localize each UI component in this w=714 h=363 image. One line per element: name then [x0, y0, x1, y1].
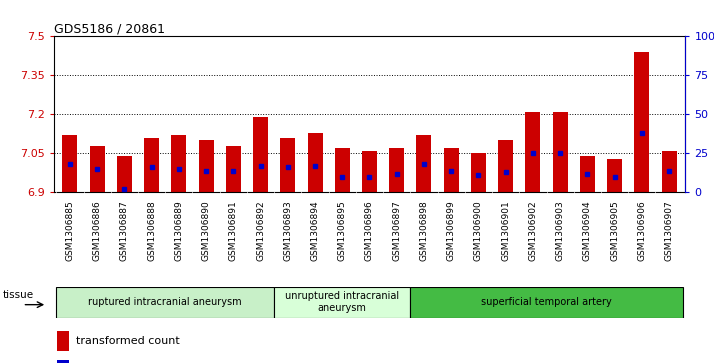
Text: GSM1306891: GSM1306891	[228, 200, 238, 261]
Text: GSM1306889: GSM1306889	[174, 200, 183, 261]
Bar	[553, 112, 568, 192]
Bar	[281, 138, 296, 192]
Bar	[308, 132, 323, 192]
Text: GDS5186 / 20861: GDS5186 / 20861	[54, 22, 164, 35]
Text: GSM1306885: GSM1306885	[66, 200, 74, 261]
Bar	[443, 148, 458, 192]
Text: GSM1306899: GSM1306899	[447, 200, 456, 261]
Bar	[335, 148, 350, 192]
Bar	[498, 140, 513, 192]
Bar	[226, 146, 241, 192]
Text: tissue: tissue	[3, 290, 34, 301]
Text: GSM1306902: GSM1306902	[528, 200, 538, 261]
Text: GSM1306887: GSM1306887	[120, 200, 129, 261]
Bar	[117, 156, 132, 192]
Bar	[607, 159, 622, 192]
Text: GSM1306895: GSM1306895	[338, 200, 347, 261]
Bar	[198, 140, 213, 192]
Bar	[362, 151, 377, 192]
Text: GSM1306894: GSM1306894	[311, 200, 320, 261]
Text: GSM1306892: GSM1306892	[256, 200, 265, 261]
Text: GSM1306900: GSM1306900	[474, 200, 483, 261]
Text: unruptured intracranial
aneurysm: unruptured intracranial aneurysm	[285, 291, 399, 313]
Bar	[662, 151, 677, 192]
Bar	[90, 146, 105, 192]
Bar	[471, 154, 486, 192]
Text: GSM1306907: GSM1306907	[665, 200, 673, 261]
Text: ruptured intracranial aneurysm: ruptured intracranial aneurysm	[89, 297, 242, 307]
FancyBboxPatch shape	[56, 287, 274, 318]
FancyBboxPatch shape	[411, 287, 683, 318]
Text: GSM1306890: GSM1306890	[201, 200, 211, 261]
Text: superficial temporal artery: superficial temporal artery	[481, 297, 612, 307]
Text: GSM1306903: GSM1306903	[555, 200, 565, 261]
Text: GSM1306906: GSM1306906	[638, 200, 646, 261]
Text: GSM1306886: GSM1306886	[93, 200, 101, 261]
Text: GSM1306905: GSM1306905	[610, 200, 619, 261]
FancyBboxPatch shape	[274, 287, 411, 318]
Bar	[56, 331, 69, 351]
Text: GSM1306904: GSM1306904	[583, 200, 592, 261]
Text: GSM1306896: GSM1306896	[365, 200, 374, 261]
Bar	[634, 52, 649, 192]
Text: GSM1306897: GSM1306897	[392, 200, 401, 261]
Bar	[56, 360, 69, 363]
Bar	[389, 148, 404, 192]
Text: GSM1306898: GSM1306898	[419, 200, 428, 261]
Bar	[62, 135, 77, 192]
Bar	[171, 135, 186, 192]
Text: GSM1306893: GSM1306893	[283, 200, 292, 261]
Text: GSM1306901: GSM1306901	[501, 200, 511, 261]
Bar	[144, 138, 159, 192]
Bar	[580, 156, 595, 192]
Bar	[416, 135, 431, 192]
Text: transformed count: transformed count	[76, 335, 179, 346]
Bar	[253, 117, 268, 192]
Text: GSM1306888: GSM1306888	[147, 200, 156, 261]
Bar	[526, 112, 540, 192]
